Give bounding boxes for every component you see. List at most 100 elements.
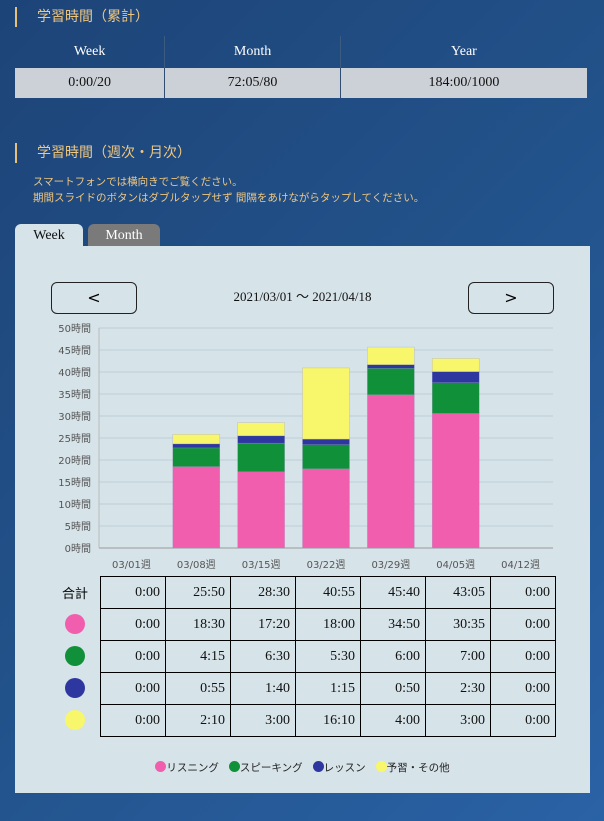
legend-label: レッスン: [323, 762, 366, 774]
table-cell: 34:50: [360, 608, 426, 641]
bar-segment: [172, 443, 221, 449]
cumulative-table: Week Month Year 0:00/20 72:05/80 184:00/1000: [15, 36, 587, 98]
table-cell: 43:05: [425, 576, 491, 609]
legend-label: スピーキング: [239, 762, 303, 774]
table-cell: 2:30: [425, 672, 491, 705]
legend-dot-icon: [228, 761, 240, 772]
table-cell: 0:00: [100, 608, 166, 641]
x-tick-label: 04/05週: [436, 559, 475, 571]
bar-segment: [367, 368, 415, 395]
legend-dot-icon: [155, 761, 167, 772]
x-tick-label: 03/15週: [242, 559, 281, 571]
bar-segment: [367, 394, 415, 549]
table-cell: 3:00: [425, 704, 491, 737]
table-cell: 16:10: [295, 704, 361, 737]
value-year: 184:00/1000: [339, 68, 587, 98]
table-cell: 0:00: [100, 704, 166, 737]
x-tick-label: 04/12週: [501, 559, 540, 571]
y-tick-label: 35時間: [58, 389, 91, 401]
table-row: 0:00 0:55 1:40 1:15 0:50 2:30 0:00: [100, 672, 556, 705]
table-cell: 6:30: [230, 640, 296, 673]
periodic-title: 学習時間（週次・月次）: [15, 143, 191, 163]
y-tick-label: 30時間: [58, 411, 91, 423]
prev-button[interactable]: <: [51, 282, 137, 314]
y-tick-label: 40時間: [58, 367, 91, 379]
table-cell: 0:00: [100, 640, 166, 673]
y-tick-label: 50時間: [58, 323, 91, 335]
note-line-2: 期間スライドのボタンはダブルタップせず 間隔をあけながらタップしてください。: [33, 192, 425, 204]
table-cell: 5:30: [295, 640, 361, 673]
chart-panel: < 2021/03/01 〜 2021/04/18 > 0時間 5時間 10時間 15…: [15, 246, 590, 793]
header-week: Week: [73, 44, 106, 59]
bar-segment: [237, 435, 285, 444]
table-cell: 2:10: [165, 704, 231, 737]
table-cell: 4:00: [360, 704, 426, 737]
bar-segment: [172, 447, 221, 467]
next-button[interactable]: >: [468, 282, 554, 314]
series-color-dot: [55, 614, 95, 638]
bar-segment: [172, 434, 221, 445]
bar-segment: [302, 438, 350, 445]
x-tick-label: 03/08週: [177, 559, 216, 571]
table-cell: 30:35: [425, 608, 491, 641]
legend-label: リスニング: [166, 762, 219, 774]
table-cell: 0:00: [490, 672, 556, 705]
series-color-dot: [55, 678, 95, 702]
table-row: 0:00 2:10 3:00 16:10 4:00 3:00 0:00: [100, 704, 556, 737]
dot-icon: [65, 646, 85, 666]
bar-segment: [237, 471, 285, 549]
y-tick-label: 15時間: [58, 477, 91, 489]
table-cell: 0:00: [490, 576, 556, 609]
series-color-dot: [55, 646, 95, 670]
table-cell: 0:50: [360, 672, 426, 705]
y-tick-label: 0時間: [65, 543, 91, 555]
value-month: 72:05/80: [164, 68, 341, 98]
y-tick-label: 10時間: [58, 499, 91, 511]
bar-segment: [367, 346, 415, 365]
table-cell: 0:55: [165, 672, 231, 705]
bar-segment: [302, 367, 350, 440]
legend-dot-icon: [375, 761, 387, 772]
table-cell: 6:00: [360, 640, 426, 673]
dot-icon: [65, 678, 85, 698]
y-tick-label: 5時間: [65, 521, 91, 533]
table-cell: 4:15: [165, 640, 231, 673]
bar-segment: [237, 422, 285, 437]
table-cell: 18:30: [165, 608, 231, 641]
date-range: 2021/03/01 〜 2021/04/18: [233, 289, 372, 304]
legend-item[interactable]: スピーキング: [228, 761, 303, 774]
tab-month[interactable]: Month: [88, 224, 160, 246]
table-cell: 28:30: [230, 576, 296, 609]
tab-week[interactable]: Week: [15, 224, 83, 246]
legend-item[interactable]: 予習・その他: [375, 761, 450, 774]
legend-item[interactable]: リスニング: [155, 761, 219, 774]
note-line-1: スマートフォンでは横向きでご覧ください。: [33, 176, 243, 188]
bar-segment: [367, 364, 415, 369]
table-cell: 25:50: [165, 576, 231, 609]
bar-segment: [172, 466, 221, 549]
legend-dot-icon: [312, 761, 324, 772]
stacked-bar-chart: 0時間 5時間 10時間 15時間 20時間 25時間 30時間 35時間 40時間 45時間 50…: [58, 323, 553, 571]
table-cell: 7:00: [425, 640, 491, 673]
table-cell: 18:00: [295, 608, 361, 641]
bar-segment: [302, 468, 350, 549]
table-cell: 45:40: [360, 576, 426, 609]
header-month: Month: [164, 36, 341, 68]
y-tick-label: 25時間: [58, 433, 91, 445]
legend-item[interactable]: レッスン: [312, 761, 366, 774]
summary-table: 0:00 25:50 28:30 40:55 45:40 43:05 0:00 0:00 18:…: [100, 576, 556, 737]
table-cell: 0:00: [490, 704, 556, 737]
table-cell: 17:20: [230, 608, 296, 641]
dot-icon: [65, 710, 85, 730]
table-cell: 0:00: [100, 576, 166, 609]
y-tick-label: 45時間: [58, 345, 91, 357]
y-tick-label: 20時間: [58, 455, 91, 467]
table-cell: 0:00: [490, 608, 556, 641]
table-row: 0:00 25:50 28:30 40:55 45:40 43:05 0:00: [100, 576, 556, 609]
series-color-dot: [55, 710, 95, 734]
table-row: 0:00 4:15 6:30 5:30 6:00 7:00 0:00: [100, 640, 556, 673]
table-cell: 0:00: [490, 640, 556, 673]
table-cell: 1:40: [230, 672, 296, 705]
x-tick-label: 03/01週: [112, 559, 151, 571]
bar-segment: [302, 444, 350, 470]
